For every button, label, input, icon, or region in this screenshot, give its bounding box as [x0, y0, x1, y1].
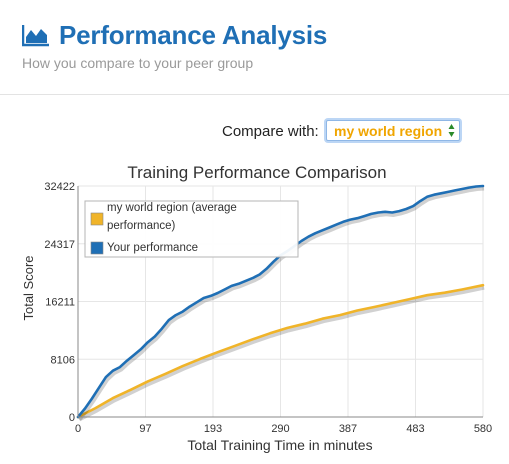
- chart-axes: [77, 186, 483, 418]
- compare-select[interactable]: my world region: [326, 120, 460, 141]
- legend-label: my world region (average performance): [107, 202, 237, 232]
- chart-legend: my world region (average performance) Your…: [84, 200, 299, 258]
- legend-box: [84, 200, 299, 258]
- compare-select-value: my world region: [334, 123, 443, 139]
- area-chart-icon: [22, 25, 49, 47]
- x-tick-label: 580: [474, 423, 492, 435]
- legend-swatch: [90, 212, 104, 226]
- compare-row: Compare with: my world region: [0, 119, 509, 143]
- series-line-world-region: [76, 283, 485, 419]
- y-axis-label: Total Score: [21, 255, 36, 320]
- performance-chart: Training Performance Comparison 0 97 193 29…: [21, 163, 492, 453]
- y-tick-label: 32422: [44, 181, 75, 193]
- compare-label: Compare with:: [222, 123, 319, 140]
- x-tick-label: 0: [75, 423, 81, 435]
- y-tick-label: 0: [69, 412, 75, 424]
- x-tick-label: 483: [406, 423, 424, 435]
- page-subtitle: How you compare to your peer group: [22, 55, 254, 71]
- x-tick-label: 387: [339, 423, 357, 435]
- series-line-shadow: [77, 284, 485, 422]
- chart-title: Training Performance Comparison: [127, 163, 386, 182]
- x-tick-label: 193: [204, 423, 222, 435]
- title-row: Performance Analysis: [22, 18, 327, 52]
- page-title: Performance Analysis: [59, 19, 328, 50]
- chart-ticks: 0 97 193 290 387 483 580 0 8106 16211 24317 32422: [44, 181, 492, 435]
- y-tick-label: 16211: [45, 297, 75, 309]
- y-tick-label: 8106: [51, 354, 75, 366]
- x-tick-label: 97: [139, 423, 151, 435]
- legend-label: Your performance: [107, 242, 198, 254]
- legend-swatch: [90, 241, 104, 255]
- y-tick-label: 24317: [44, 239, 75, 251]
- x-axis-label: Total Training Time in minutes: [187, 437, 372, 453]
- page-header: Performance Analysis How you compare to …: [0, 0, 509, 95]
- select-arrows-icon: [448, 124, 455, 137]
- x-tick-label: 290: [271, 423, 289, 435]
